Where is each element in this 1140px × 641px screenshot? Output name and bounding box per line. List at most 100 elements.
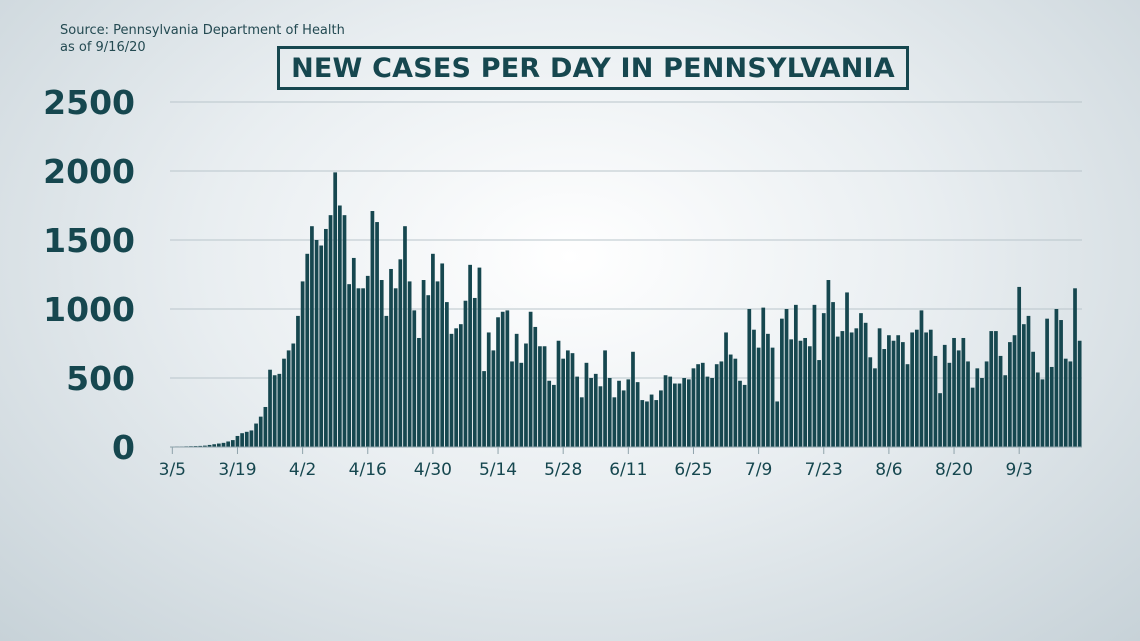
bar xyxy=(468,264,472,447)
bar xyxy=(640,400,645,447)
bar xyxy=(1026,315,1031,447)
bar xyxy=(956,350,961,447)
bar xyxy=(398,259,403,447)
bar xyxy=(324,228,328,447)
y-axis-ticks: 0 500 1000 1500 2000 2500 xyxy=(43,83,135,467)
bar xyxy=(365,275,370,447)
bar xyxy=(393,288,398,447)
bar xyxy=(310,226,314,447)
bar xyxy=(980,378,984,447)
bar xyxy=(877,328,882,447)
bar xyxy=(626,379,631,447)
bar xyxy=(1012,335,1017,447)
y-tick-label: 1500 xyxy=(43,221,135,260)
bar xyxy=(938,393,942,447)
bar xyxy=(482,371,486,447)
bar xyxy=(905,364,910,447)
bar xyxy=(942,344,947,447)
bar xyxy=(458,324,463,447)
bar xyxy=(431,253,435,447)
bar xyxy=(1040,379,1045,447)
bar xyxy=(547,380,552,447)
x-tick-label: 9/3 xyxy=(1006,460,1033,480)
bar xyxy=(565,350,570,447)
bar xyxy=(579,397,584,447)
bar xyxy=(812,304,817,447)
bar xyxy=(761,307,766,447)
bar xyxy=(840,331,845,447)
bar xyxy=(249,430,254,447)
bar xyxy=(1068,361,1073,447)
bar xyxy=(901,342,905,447)
bar xyxy=(654,400,659,447)
bar xyxy=(649,394,654,447)
bar xyxy=(882,349,887,447)
bar xyxy=(370,211,375,447)
bar xyxy=(375,222,379,447)
bar xyxy=(728,354,733,447)
bar xyxy=(635,382,640,447)
y-tick-label: 0 xyxy=(112,428,135,467)
bar xyxy=(412,310,417,447)
bar xyxy=(272,375,277,447)
bar xyxy=(207,444,212,447)
bar xyxy=(1054,309,1059,447)
bar xyxy=(752,329,756,447)
bar xyxy=(445,302,449,447)
x-tick-label: 4/30 xyxy=(414,460,452,480)
chart-title-box: NEW CASES PER DAY IN PENNSYLVANIA xyxy=(277,46,909,90)
source-note: Source: Pennsylvania Department of Healt… xyxy=(60,22,345,56)
x-tick-label: 6/11 xyxy=(609,460,647,480)
bar xyxy=(538,346,542,447)
bar xyxy=(612,397,617,447)
bar xyxy=(998,355,1003,447)
bar xyxy=(984,361,989,447)
bar xyxy=(570,353,575,447)
bar xyxy=(831,302,835,447)
bar xyxy=(1035,372,1040,447)
bar xyxy=(873,368,877,447)
bar xyxy=(1063,358,1068,447)
bar xyxy=(793,304,798,447)
bar xyxy=(440,263,445,447)
bar xyxy=(291,343,296,447)
bar xyxy=(314,240,319,447)
bar xyxy=(891,340,896,447)
bar xyxy=(668,376,673,447)
bar xyxy=(691,368,696,447)
bar xyxy=(733,358,738,447)
bar xyxy=(268,369,272,447)
bar xyxy=(1045,318,1049,447)
bar xyxy=(607,378,612,447)
y-tick-label: 500 xyxy=(66,359,135,398)
bar xyxy=(198,445,203,447)
bar xyxy=(510,361,514,447)
bar xyxy=(919,310,924,447)
bar xyxy=(379,280,384,447)
bar xyxy=(533,326,538,447)
bar xyxy=(1077,340,1082,447)
bar xyxy=(254,423,258,447)
bar xyxy=(798,340,803,447)
x-tick-label: 8/6 xyxy=(875,460,902,480)
bar xyxy=(542,346,547,447)
bar xyxy=(775,401,780,447)
bar xyxy=(924,332,928,447)
bar xyxy=(556,340,561,447)
bar xyxy=(351,257,356,447)
bar xyxy=(714,364,719,447)
bar xyxy=(300,281,305,447)
x-tick-label: 7/9 xyxy=(745,460,772,480)
bar xyxy=(910,332,915,447)
bar xyxy=(221,442,226,447)
bar xyxy=(1049,366,1054,447)
bar xyxy=(952,337,956,447)
bar xyxy=(700,362,705,447)
bar xyxy=(682,378,687,447)
bar xyxy=(203,445,207,447)
bar xyxy=(384,315,389,447)
x-tick-label: 4/2 xyxy=(289,460,316,480)
bar xyxy=(738,380,742,447)
x-tick-label: 5/28 xyxy=(544,460,582,480)
bar xyxy=(389,268,393,447)
